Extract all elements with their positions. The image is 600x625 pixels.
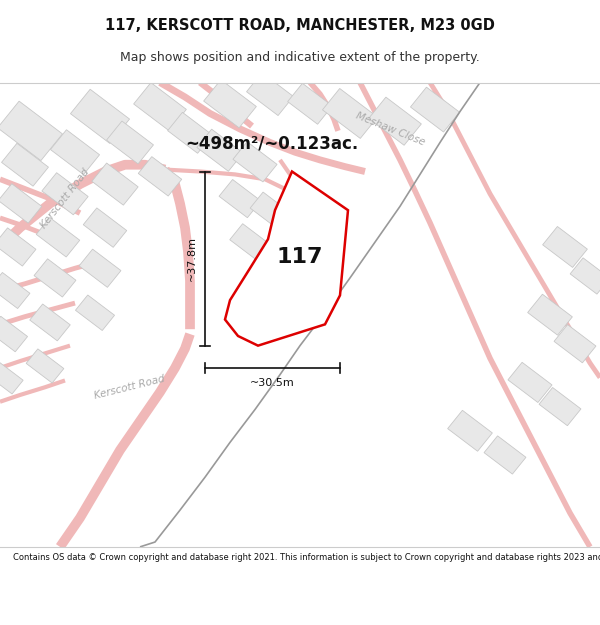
Text: Map shows position and indicative extent of the property.: Map shows position and indicative extent… [120, 51, 480, 64]
Polygon shape [76, 295, 115, 331]
Text: Meshaw Close: Meshaw Close [354, 111, 426, 148]
Polygon shape [30, 304, 70, 341]
Polygon shape [484, 436, 526, 474]
Polygon shape [247, 72, 293, 116]
Polygon shape [83, 208, 127, 248]
Text: 117: 117 [277, 247, 323, 267]
Polygon shape [0, 101, 62, 161]
Polygon shape [542, 226, 587, 268]
Polygon shape [92, 163, 138, 205]
Polygon shape [0, 184, 42, 223]
Text: Kerscott Road: Kerscott Road [39, 167, 91, 230]
Polygon shape [539, 388, 581, 426]
Polygon shape [42, 173, 88, 215]
Polygon shape [250, 192, 290, 228]
Polygon shape [0, 272, 30, 309]
Polygon shape [570, 258, 600, 294]
Polygon shape [508, 362, 552, 403]
Text: 117, KERSCOTT ROAD, MANCHESTER, M23 0GD: 117, KERSCOTT ROAD, MANCHESTER, M23 0GD [105, 18, 495, 33]
Polygon shape [219, 179, 261, 218]
Polygon shape [527, 294, 572, 335]
Polygon shape [287, 83, 332, 124]
Polygon shape [138, 157, 182, 196]
Polygon shape [0, 228, 36, 266]
Polygon shape [203, 80, 256, 128]
Polygon shape [134, 82, 187, 131]
Text: ~30.5m: ~30.5m [250, 378, 295, 388]
Polygon shape [79, 249, 121, 288]
Polygon shape [322, 89, 377, 138]
Text: ~37.8m: ~37.8m [187, 236, 197, 281]
Polygon shape [225, 171, 348, 346]
Polygon shape [233, 142, 277, 182]
Polygon shape [197, 129, 243, 171]
Polygon shape [410, 87, 460, 132]
Text: Kerscott Road: Kerscott Road [94, 374, 166, 401]
Polygon shape [0, 316, 28, 352]
Polygon shape [107, 121, 154, 164]
Polygon shape [230, 224, 270, 261]
Polygon shape [167, 112, 212, 153]
Polygon shape [448, 411, 493, 451]
Polygon shape [50, 130, 100, 174]
Polygon shape [554, 324, 596, 363]
Polygon shape [36, 217, 80, 257]
Polygon shape [0, 361, 23, 394]
Polygon shape [2, 143, 49, 186]
Polygon shape [34, 259, 76, 297]
Text: ~498m²/~0.123ac.: ~498m²/~0.123ac. [185, 134, 358, 152]
Polygon shape [26, 349, 64, 383]
Text: Contains OS data © Crown copyright and database right 2021. This information is : Contains OS data © Crown copyright and d… [13, 553, 600, 562]
Polygon shape [368, 97, 421, 145]
Polygon shape [70, 89, 130, 144]
